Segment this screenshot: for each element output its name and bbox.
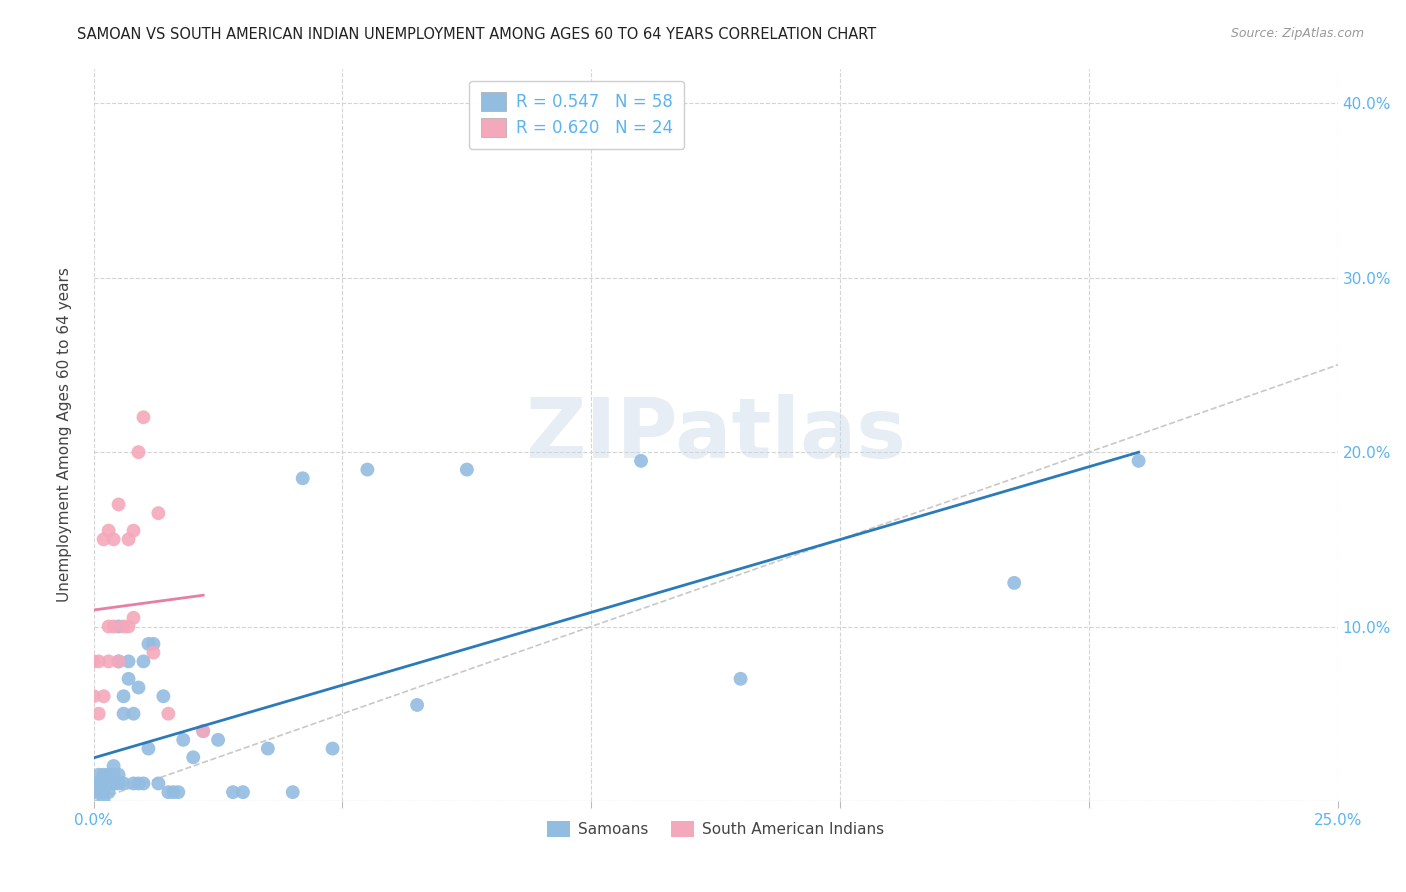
- Point: [93, 533, 115, 547]
- Point: [87, 776, 110, 790]
- Point: [107, 768, 129, 782]
- Point: [83, 690, 105, 704]
- Point: [112, 690, 135, 704]
- Point: [103, 776, 125, 790]
- Point: [127, 445, 149, 459]
- Point: [117, 672, 139, 686]
- Point: [87, 785, 110, 799]
- Point: [107, 654, 129, 668]
- Point: [132, 410, 155, 425]
- Point: [122, 706, 145, 721]
- Point: [83, 785, 105, 799]
- Point: [107, 498, 129, 512]
- Point: [172, 732, 194, 747]
- Point: [730, 672, 752, 686]
- Point: [122, 611, 145, 625]
- Point: [97, 776, 120, 790]
- Point: [142, 637, 165, 651]
- Point: [281, 785, 304, 799]
- Point: [127, 681, 149, 695]
- Point: [97, 654, 120, 668]
- Point: [148, 776, 170, 790]
- Point: [138, 637, 160, 651]
- Point: [142, 646, 165, 660]
- Point: [157, 706, 180, 721]
- Point: [93, 794, 115, 808]
- Point: [107, 776, 129, 790]
- Text: SAMOAN VS SOUTH AMERICAN INDIAN UNEMPLOYMENT AMONG AGES 60 TO 64 YEARS CORRELATI: SAMOAN VS SOUTH AMERICAN INDIAN UNEMPLOY…: [77, 27, 876, 42]
- Text: ZIPatlas: ZIPatlas: [526, 394, 907, 475]
- Point: [207, 732, 229, 747]
- Point: [83, 776, 105, 790]
- Point: [148, 506, 170, 520]
- Point: [132, 776, 155, 790]
- Point: [138, 741, 160, 756]
- Point: [193, 724, 215, 739]
- Point: [132, 654, 155, 668]
- Point: [122, 524, 145, 538]
- Point: [406, 698, 429, 712]
- Point: [112, 706, 135, 721]
- Point: [112, 619, 135, 633]
- Point: [232, 785, 254, 799]
- Point: [117, 533, 139, 547]
- Point: [322, 741, 344, 756]
- Point: [97, 524, 120, 538]
- Legend: Samoans, South American Indians: Samoans, South American Indians: [540, 814, 891, 845]
- Point: [93, 690, 115, 704]
- Point: [107, 654, 129, 668]
- Point: [193, 724, 215, 739]
- Point: [97, 768, 120, 782]
- Point: [112, 776, 135, 790]
- Point: [356, 462, 378, 476]
- Point: [87, 768, 110, 782]
- Point: [103, 619, 125, 633]
- Point: [103, 776, 125, 790]
- Point: [93, 785, 115, 799]
- Point: [103, 768, 125, 782]
- Point: [127, 776, 149, 790]
- Point: [152, 690, 174, 704]
- Point: [162, 785, 184, 799]
- Point: [117, 619, 139, 633]
- Point: [107, 619, 129, 633]
- Point: [97, 785, 120, 799]
- Point: [83, 654, 105, 668]
- Point: [93, 776, 115, 790]
- Point: [181, 750, 204, 764]
- Point: [1128, 454, 1150, 468]
- Y-axis label: Unemployment Among Ages 60 to 64 years: Unemployment Among Ages 60 to 64 years: [58, 268, 72, 602]
- Point: [87, 654, 110, 668]
- Point: [456, 462, 478, 476]
- Point: [117, 654, 139, 668]
- Text: Source: ZipAtlas.com: Source: ZipAtlas.com: [1230, 27, 1364, 40]
- Point: [97, 619, 120, 633]
- Point: [97, 768, 120, 782]
- Point: [1002, 575, 1025, 590]
- Point: [103, 533, 125, 547]
- Point: [97, 776, 120, 790]
- Point: [167, 785, 190, 799]
- Point: [122, 776, 145, 790]
- Point: [222, 785, 245, 799]
- Point: [630, 454, 652, 468]
- Point: [87, 706, 110, 721]
- Point: [93, 768, 115, 782]
- Point: [257, 741, 280, 756]
- Point: [103, 759, 125, 773]
- Point: [157, 785, 180, 799]
- Point: [291, 471, 314, 485]
